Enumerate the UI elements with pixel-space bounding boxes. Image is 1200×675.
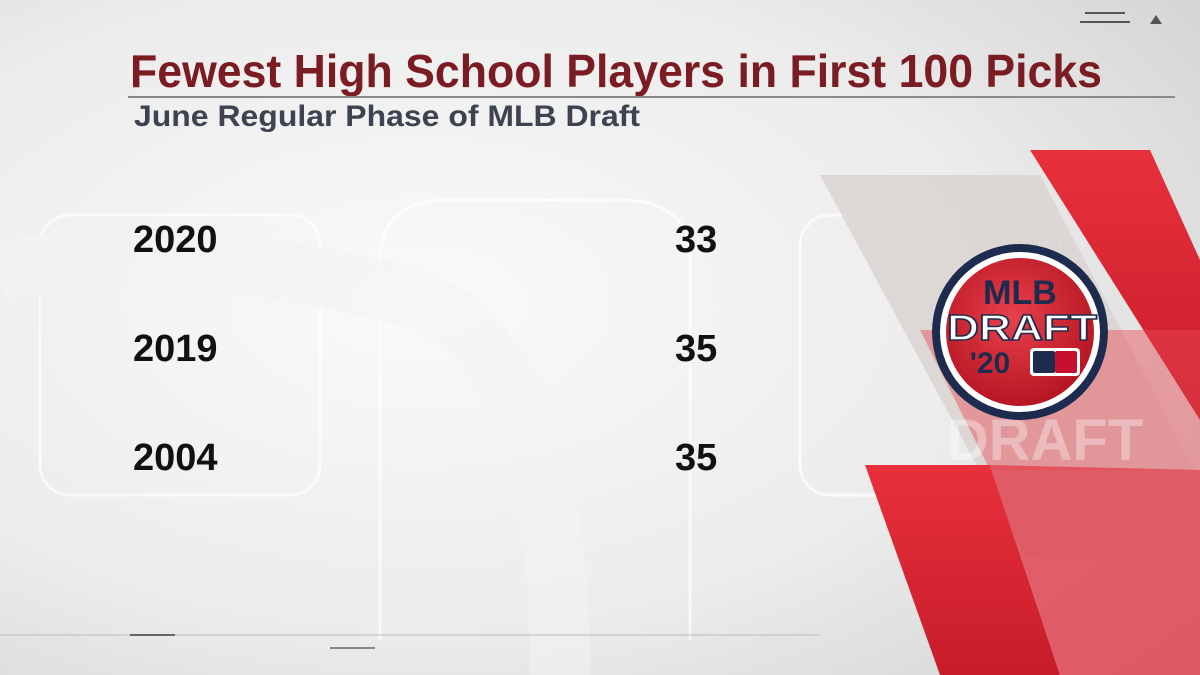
bottom-lines: [0, 634, 820, 649]
row-year: 2020: [133, 219, 218, 261]
draft-logo: MLB DRAFT '20: [932, 244, 1108, 420]
row-value: 35: [675, 437, 717, 479]
row-year: 2019: [133, 328, 218, 370]
logo-watermark: DRAFT: [947, 408, 1144, 473]
row-year: 2004: [133, 437, 218, 479]
row-value: 33: [675, 219, 717, 261]
top-controls: [1080, 12, 1162, 24]
logo-mlb: MLB: [983, 274, 1057, 312]
title: Fewest High School Players in First 100 …: [130, 45, 1102, 97]
table: 2020 33 2019 35 2004 35: [133, 219, 717, 479]
subtitle: June Regular Phase of MLB Draft: [134, 100, 640, 133]
logo-draft: DRAFT: [947, 307, 1097, 348]
row-value: 35: [675, 328, 717, 370]
logo-year: '20: [970, 347, 1011, 380]
